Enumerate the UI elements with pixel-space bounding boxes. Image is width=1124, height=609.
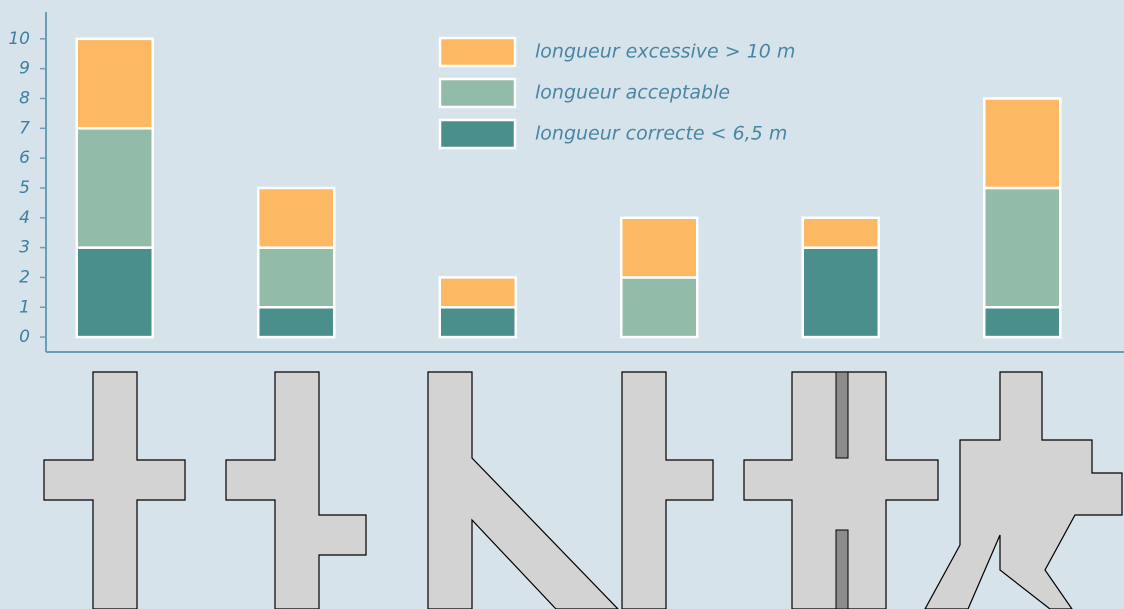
bar-segment (257, 306, 336, 339)
legend-label: longueur acceptable (535, 82, 730, 104)
bar-segment (438, 306, 517, 339)
y-tick-label: 3 (19, 238, 30, 258)
bar-segment (983, 186, 1062, 309)
intersection-diagrams (43, 371, 1123, 609)
median (835, 371, 849, 459)
y-tick-label: 5 (19, 178, 30, 198)
legend-swatch (438, 77, 517, 109)
bar-segment (438, 276, 517, 309)
y-tick-label: 8 (19, 88, 30, 108)
bar-segment (257, 186, 336, 249)
bar-segment (75, 37, 154, 130)
y-tick-label: 9 (19, 59, 30, 79)
median (835, 529, 849, 609)
y-tick-label: 1 (19, 297, 30, 317)
legend-label: longueur correcte < 6,5 m (535, 123, 787, 145)
bar-segment (801, 246, 880, 339)
intersection-diagonal (427, 371, 619, 609)
y-tick-label: 4 (19, 208, 30, 228)
intersection-cross (43, 371, 186, 609)
intersection-complex (924, 371, 1123, 609)
intersection-tee (621, 371, 714, 609)
intersection-offset (225, 371, 367, 609)
y-tick-label: 7 (19, 118, 30, 138)
legend-swatch (438, 36, 517, 68)
legend-swatch (438, 118, 517, 150)
y-tick-label: 0 (19, 327, 30, 347)
y-tick-label: 10 (8, 29, 30, 49)
bar-segment (620, 216, 699, 279)
bar-segment (620, 276, 699, 339)
bar-segment (983, 306, 1062, 339)
bar-segment (75, 246, 154, 339)
bar-segment (983, 97, 1062, 190)
axes (45, 12, 1124, 353)
legend-label: longueur excessive > 10 m (535, 41, 795, 63)
bar-segment (257, 246, 336, 309)
bar-segment (75, 127, 154, 249)
y-tick-label: 2 (19, 267, 30, 287)
y-tick-label: 6 (19, 148, 30, 168)
intersection-divided (743, 371, 939, 609)
bar-segment (801, 216, 880, 249)
